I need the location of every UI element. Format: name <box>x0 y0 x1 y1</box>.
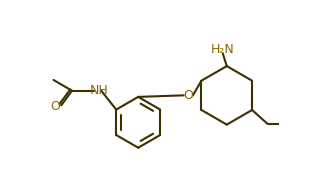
Text: NH: NH <box>90 84 108 97</box>
Text: O: O <box>50 100 60 113</box>
Text: O: O <box>183 89 193 102</box>
Text: H₂N: H₂N <box>211 43 235 56</box>
